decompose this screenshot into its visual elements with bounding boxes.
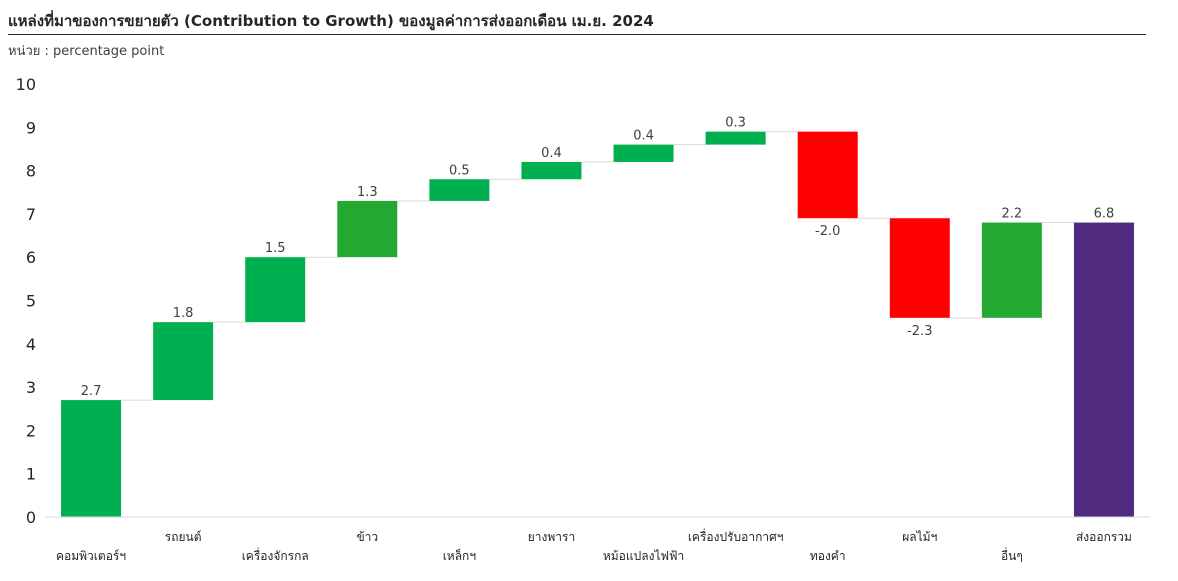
bar [613, 144, 674, 162]
category-label: คอมพิวเตอร์ฯ [56, 549, 126, 563]
chart-title: แหล่งที่มาของการขยายตัว (Contribution to… [8, 12, 654, 30]
data-label: 0.4 [541, 146, 562, 161]
category-label: ผลไม้ฯ [902, 530, 937, 544]
bar [797, 131, 858, 219]
bar [705, 131, 766, 145]
y-tick-label: 7 [26, 205, 36, 224]
y-tick-label: 10 [16, 75, 36, 94]
y-tick-label: 9 [26, 118, 36, 137]
category-label: ยางพารา [528, 530, 575, 544]
category-label: ข้าว [356, 530, 378, 544]
category-label: เครื่องปรับอากาศฯ [688, 528, 784, 544]
title-divider [8, 34, 1146, 35]
data-labels-group: 2.7 1.8 1.5 1.3 0.5 0.4 0.4 0.3 -2.0 -2.3 2.2 6.8 [81, 116, 1115, 399]
category-label: เครื่องจักรกล [242, 547, 309, 563]
y-tick-label: 3 [26, 378, 36, 397]
bar [153, 322, 214, 401]
y-tick-label: 4 [26, 335, 36, 354]
category-label: อื่นๆ [1001, 547, 1023, 563]
category-label: รถยนต์ [165, 530, 202, 544]
y-tick-label: 0 [26, 508, 36, 527]
y-tick-label: 5 [26, 292, 36, 311]
category-label: เหล็กฯ [443, 548, 476, 563]
connector-lines [121, 131, 1074, 401]
category-labels: คอมพิวเตอร์ฯ รถยนต์เครื่องจักรกล ข้าวเหล็ก… [56, 528, 1132, 563]
data-label: 0.5 [449, 163, 470, 178]
data-label: 2.7 [81, 384, 102, 399]
bar [889, 218, 950, 318]
data-label: 2.2 [1002, 207, 1023, 222]
bar [1073, 222, 1134, 517]
data-label: 1.3 [357, 185, 378, 200]
unit-label: หน่วย : percentage point [8, 44, 165, 59]
y-axis-ticks: 0 1 2 3 4 5 6 7 8 9 10 [16, 75, 36, 527]
data-label: 1.8 [173, 306, 194, 321]
data-label: -2.3 [907, 324, 932, 339]
data-label: 0.4 [633, 129, 654, 144]
data-label: -2.0 [815, 224, 840, 239]
bar [521, 161, 582, 180]
y-tick-label: 2 [26, 421, 36, 440]
category-label: ทองคำ [810, 549, 846, 563]
bar [429, 179, 490, 201]
y-tick-label: 1 [26, 465, 36, 484]
bars-group [61, 131, 1134, 517]
y-tick-label: 8 [26, 162, 36, 181]
data-label: 0.3 [725, 116, 746, 131]
bar [337, 200, 398, 258]
data-label: 1.5 [265, 241, 286, 256]
data-label: 6.8 [1094, 207, 1115, 222]
bar [61, 400, 122, 517]
category-label: ส่งออกรวม [1076, 530, 1132, 544]
category-label: หม้อแปลงไฟฟ้า [603, 549, 684, 563]
bar [981, 222, 1042, 318]
y-tick-label: 6 [26, 248, 36, 267]
bar [245, 257, 306, 323]
